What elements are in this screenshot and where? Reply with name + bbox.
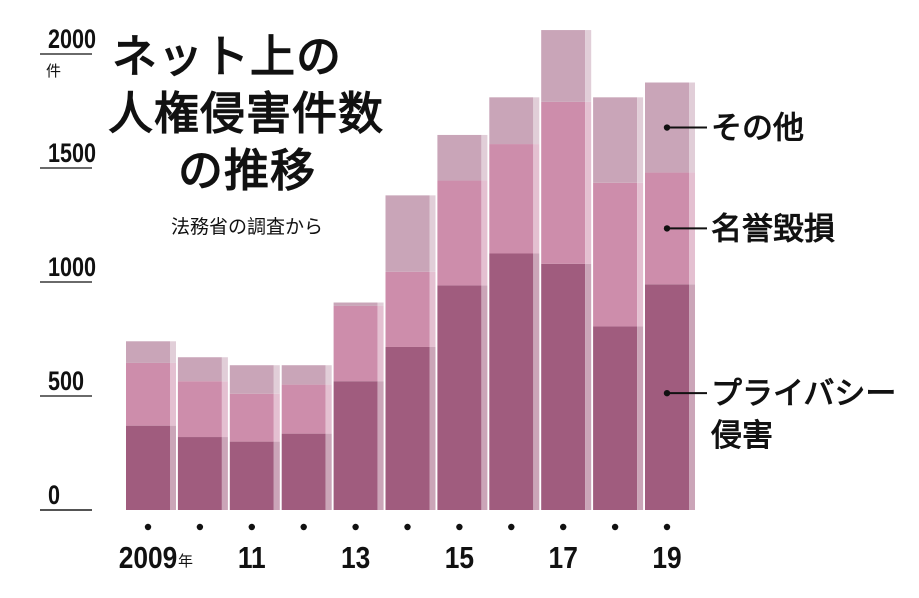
bar-segment-edge (585, 263, 592, 510)
bar-segment-edge (429, 195, 436, 272)
x-tick-label: 2009 (119, 541, 178, 575)
bar-segment (333, 381, 378, 510)
bar-segment-edge (377, 381, 384, 510)
y-tick-label: 2000 (48, 25, 96, 55)
bar-segment (385, 346, 430, 510)
bar-segment-edge (429, 346, 436, 510)
title-line-1: ネット上の (112, 30, 343, 83)
chart-title: ネット上の 人権侵害件数 の推移 (108, 28, 384, 199)
bar-segment (437, 134, 482, 181)
bar-segment-edge (273, 441, 280, 510)
bar-segment-edge (637, 97, 644, 183)
y-axis: 0 500 1000 1500 2000 件 (40, 25, 96, 511)
bar-segment (177, 357, 222, 382)
legend-label: 名誉毀損 (711, 211, 835, 247)
bar-segment (541, 30, 586, 102)
bar-segment (177, 437, 222, 510)
bar-segment (177, 381, 222, 438)
bar-segment (229, 441, 274, 510)
bar-segment-edge (637, 326, 644, 510)
bar-segment-edge (170, 425, 176, 510)
bar-segment-edge (585, 30, 592, 102)
bar-segment (645, 284, 689, 510)
bar-segment (385, 195, 430, 272)
bar-segment-edge (170, 362, 176, 426)
bar-segment (541, 263, 586, 510)
bar-segment-edge (533, 253, 540, 510)
bar-segment (281, 433, 326, 510)
bar-segment-edge (533, 97, 540, 145)
bar-segment-edge (325, 433, 332, 510)
bar-segment-edge (221, 437, 228, 510)
bar-segment (593, 326, 638, 510)
y-tick-label: 1000 (48, 253, 96, 283)
bar-segment-edge (429, 271, 436, 347)
bar-segment (126, 341, 170, 363)
bar-segment (541, 101, 586, 264)
x-tick-label: 13 (341, 541, 370, 575)
x-unit-label: 年 (178, 552, 193, 570)
x-tick-dot (404, 523, 411, 531)
y-tick-label: 1500 (48, 139, 96, 169)
y-tick-label: 500 (48, 367, 84, 397)
bar-segment-edge (377, 302, 384, 306)
bar-segment-edge (585, 101, 592, 264)
x-tick-label: 11 (238, 541, 266, 575)
bar-segment-edge (481, 134, 488, 181)
bar-segment-edge (170, 341, 176, 363)
bar-segment (229, 365, 274, 394)
bar-segment (593, 182, 638, 327)
bar-segment-edge (533, 144, 540, 254)
bar-segment-edge (221, 381, 228, 438)
bar-segment-edge (377, 305, 384, 382)
x-tick-dot (248, 523, 255, 531)
bar-segment (229, 393, 274, 442)
bar-segment (126, 362, 170, 426)
bar-segment-edge (273, 393, 280, 442)
title-line-2: 人権侵害件数 (108, 87, 385, 140)
x-tick-dot (560, 523, 567, 531)
bar-segment-edge (481, 180, 488, 286)
x-tick-dot (352, 523, 359, 531)
x-tick-dot (456, 523, 463, 531)
x-tick-label: 17 (549, 541, 578, 575)
x-tick-dot (663, 523, 671, 531)
bar-segment (281, 365, 326, 385)
bar-segment (489, 253, 534, 510)
x-tick-dot (300, 523, 307, 531)
bar-segment-edge (325, 384, 332, 434)
bar-segment (593, 97, 638, 183)
bar-segment-edge (273, 365, 280, 394)
y-tick-label: 0 (48, 481, 60, 511)
bar-segment-edge (637, 182, 644, 327)
bar-segment (281, 384, 326, 434)
bar-segment (333, 305, 378, 382)
bar-segment (489, 97, 534, 145)
bar-segment (333, 302, 378, 306)
x-tick-label: 15 (445, 541, 474, 575)
x-tick-dot (611, 523, 619, 531)
bar-segment (385, 271, 430, 347)
bar-segment (489, 144, 534, 254)
bar-segment (437, 285, 482, 510)
y-unit-label: 件 (46, 62, 61, 80)
bar-segment (126, 425, 170, 510)
x-tick-dot (196, 523, 204, 531)
bar-segment-edge (221, 357, 228, 382)
legend-label: 侵害 (710, 418, 773, 454)
legend-label: その他 (711, 111, 804, 147)
title-line-3: の推移 (178, 144, 317, 197)
chart-subtitle: 法務省の調査から (171, 216, 324, 238)
bar-segment-edge (481, 285, 488, 510)
bar-segment-edge (325, 365, 332, 385)
bar-segment-edge (689, 284, 695, 510)
legend-label: プライバシー (711, 376, 896, 412)
x-tick-label: 19 (652, 541, 681, 575)
x-tick-dot (144, 523, 152, 531)
bar-segment (437, 180, 482, 286)
x-tick-dot (508, 523, 515, 531)
x-axis: 2009 年 11 13 15 17 19 (119, 523, 682, 576)
